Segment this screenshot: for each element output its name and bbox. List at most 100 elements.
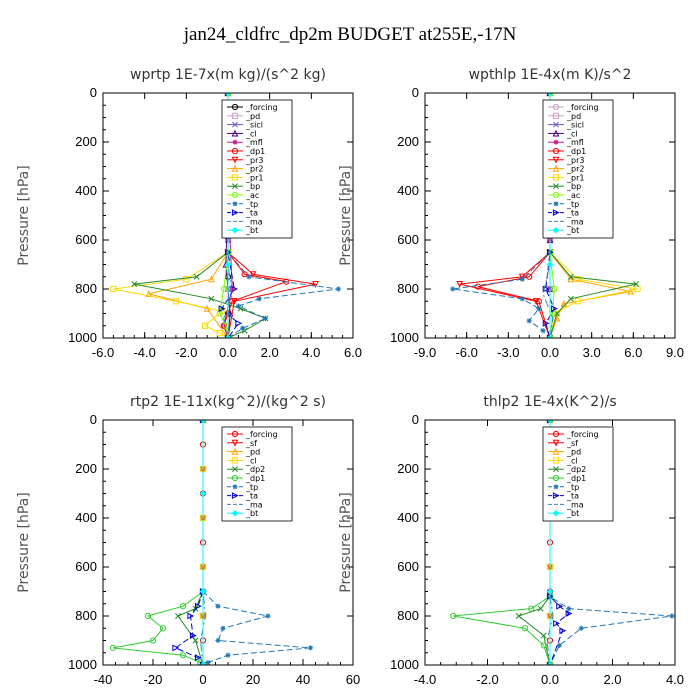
figure-title: jan24_cldfrc_dp2m BUDGET at255E,-17N bbox=[183, 24, 517, 45]
data-point-bt bbox=[199, 490, 207, 497]
y-tick-label: 600 bbox=[397, 559, 419, 574]
data-point-bt bbox=[199, 588, 207, 595]
legend-marker bbox=[231, 226, 239, 234]
data-point-pr2 bbox=[627, 287, 634, 295]
legend-marker bbox=[232, 121, 238, 128]
data-point-tp bbox=[225, 652, 231, 658]
y-tick-label: 400 bbox=[397, 510, 419, 525]
data-point-ta bbox=[553, 619, 560, 627]
x-tick-label: 0 bbox=[199, 672, 206, 687]
data-point-tp bbox=[540, 328, 546, 334]
y-axis-label: Pressure [hPa] bbox=[16, 165, 32, 265]
y-tick-label: 1000 bbox=[390, 657, 419, 672]
legend: _forcing_pd_sicl_cl_mfl_dp1_pr3_pr2_pr1_… bbox=[221, 99, 293, 239]
series-line-dp1 bbox=[477, 93, 551, 338]
y-tick-label: 600 bbox=[75, 232, 97, 247]
series-line-ta bbox=[174, 420, 204, 665]
data-point-bp bbox=[193, 273, 200, 280]
legend-label: _pr1 bbox=[245, 173, 263, 182]
chart-panel-2: wpthlp 1E-4x(m K)/s^2 Pressure [hPa] 0 200 4… bbox=[338, 67, 684, 360]
legend-marker bbox=[231, 103, 239, 111]
panel-title: wprtp 1E-7x(m kg)/(s^2 kg) bbox=[130, 67, 326, 83]
y-tick-label: 800 bbox=[75, 281, 97, 296]
legend-label: _pd bbox=[245, 112, 260, 121]
legend-label: _tp bbox=[245, 483, 258, 492]
x-tick-label: -40 bbox=[94, 672, 113, 687]
legend-marker bbox=[553, 121, 559, 128]
legend-marker bbox=[552, 439, 560, 447]
legend-label: _mfl bbox=[245, 138, 263, 147]
legend-label: _pr3 bbox=[245, 156, 263, 165]
legend-label: _forcing bbox=[245, 430, 278, 439]
legend-marker bbox=[231, 457, 239, 464]
data-point-bt bbox=[546, 420, 554, 424]
data-point-tp bbox=[265, 613, 271, 619]
legend-label: _forcing bbox=[245, 103, 278, 112]
data-point-bt bbox=[224, 93, 232, 97]
legend-marker bbox=[553, 484, 559, 490]
data-point-tp bbox=[556, 642, 562, 648]
data-point-dp1 bbox=[474, 283, 481, 290]
x-tick-label: 9.0 bbox=[666, 345, 684, 360]
legend-label: _mfl bbox=[566, 138, 584, 147]
y-tick-label: 800 bbox=[397, 608, 419, 623]
x-tick-label: 6.0 bbox=[624, 345, 642, 360]
legend-marker bbox=[552, 112, 560, 119]
legend-marker bbox=[231, 209, 239, 217]
data-point-pr2 bbox=[145, 290, 153, 297]
legend-marker bbox=[232, 484, 238, 490]
data-point-tp bbox=[246, 274, 252, 280]
y-tick-label: 1000 bbox=[390, 330, 419, 345]
legend-label: _cl bbox=[566, 129, 578, 138]
chart-panel-3: rtp2 1E-11x(kg^2)/(kg^2 s) Pressure [hPa]… bbox=[16, 394, 360, 687]
legend-label: _pr2 bbox=[245, 165, 263, 174]
x-tick-label: -9.0 bbox=[414, 345, 436, 360]
data-point-pr3 bbox=[312, 281, 319, 288]
data-point-dp1 bbox=[109, 644, 117, 651]
data-point-bp bbox=[567, 295, 574, 302]
panels-group: wprtp 1E-7x(m kg)/(s^2 kg) Pressure [hPa]… bbox=[16, 67, 684, 687]
legend-marker bbox=[552, 492, 560, 500]
series-line-dp1 bbox=[453, 420, 551, 665]
x-tick-label: -3.0 bbox=[497, 345, 519, 360]
legend-label: _tp bbox=[566, 483, 579, 492]
data-point-bt bbox=[224, 261, 232, 268]
legend-marker bbox=[552, 457, 560, 464]
legend-label: _ta bbox=[566, 492, 579, 501]
data-point-pr3 bbox=[456, 281, 464, 288]
data-point-dp1 bbox=[521, 625, 529, 632]
series-line-pr1 bbox=[113, 93, 229, 338]
data-point-pr1 bbox=[201, 322, 209, 329]
legend-marker bbox=[553, 183, 559, 190]
x-tick-label: 0.0 bbox=[541, 672, 559, 687]
legend-marker bbox=[232, 201, 238, 207]
legend-label: _pd bbox=[566, 448, 581, 457]
legend-marker bbox=[232, 466, 238, 473]
legend-marker bbox=[552, 209, 560, 217]
data-point-pr1 bbox=[172, 298, 180, 305]
legend-marker bbox=[231, 156, 239, 164]
y-tick-label: 600 bbox=[75, 559, 97, 574]
legend-label: _bp bbox=[245, 182, 260, 191]
x-tick-label: 6.0 bbox=[344, 345, 362, 360]
data-point-ta bbox=[194, 654, 202, 662]
x-tick-label: 0.0 bbox=[219, 345, 237, 360]
x-tick-label: 60 bbox=[346, 672, 360, 687]
data-point-ta bbox=[565, 610, 573, 617]
x-tick-label: -2.0 bbox=[175, 345, 197, 360]
data-point-bt bbox=[199, 661, 207, 665]
data-point-ac bbox=[222, 322, 230, 329]
y-tick-label: 0 bbox=[412, 85, 419, 100]
data-point-dp1 bbox=[144, 612, 152, 620]
x-tick-label: 0.0 bbox=[541, 345, 559, 360]
legend-marker bbox=[552, 129, 560, 137]
y-axis-label: Pressure [hPa] bbox=[338, 165, 354, 265]
y-tick-label: 800 bbox=[75, 608, 97, 623]
legend-marker bbox=[553, 201, 559, 207]
data-point-pr1 bbox=[574, 298, 581, 305]
data-point-tp bbox=[215, 603, 221, 609]
x-tick-label: 4.0 bbox=[302, 345, 320, 360]
y-tick-label: 1000 bbox=[68, 330, 97, 345]
x-tick-label: 2.0 bbox=[261, 345, 279, 360]
legend-label: _sicl bbox=[245, 121, 263, 130]
